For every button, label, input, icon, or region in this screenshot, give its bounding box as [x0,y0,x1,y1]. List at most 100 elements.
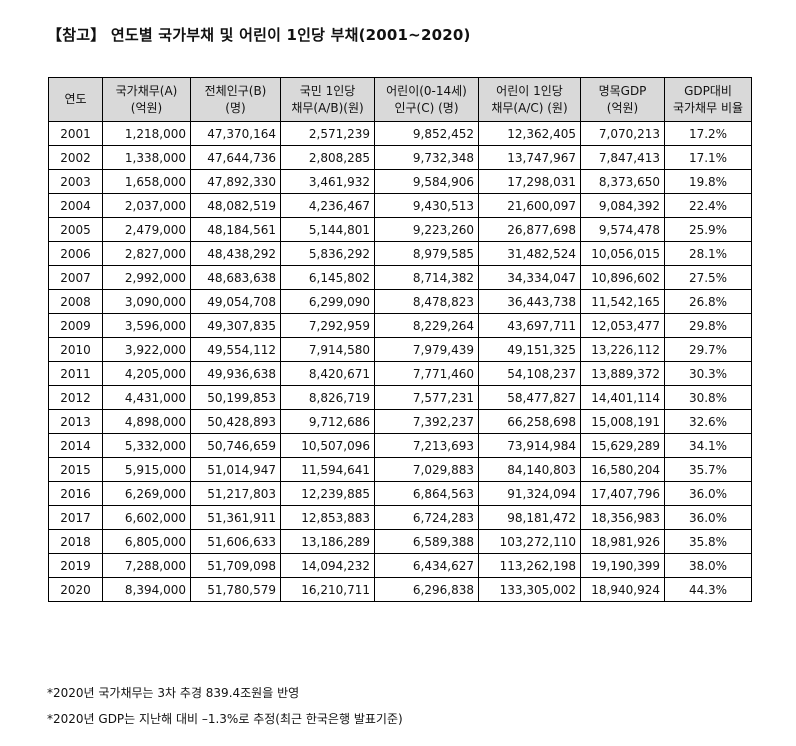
cell-debt-per-capita: 12,239,885 [280,481,375,506]
cell-debt-per-capita: 2,808,285 [280,145,375,170]
table-row: 2020 8,394,000 51,780,579 16,210,711 6,296,8… [48,577,752,602]
cell-national-debt: 2,037,000 [102,193,191,218]
cell-debt-to-gdp-ratio: 30.8% [664,385,752,410]
cell-national-debt: 5,915,000 [102,457,191,482]
cell-national-debt: 3,596,000 [102,313,191,338]
cell-total-population: 47,644,736 [190,145,281,170]
cell-total-population: 51,014,947 [190,457,281,482]
cell-national-debt: 4,898,000 [102,409,191,434]
cell-year: 2003 [48,169,103,194]
column-header-line2: 인구(C) (명) [394,100,459,115]
footnote-gdp: *2020년 GDP는 지난해 대비 –1.3%로 추정(최근 한국은행 발표기… [47,712,403,726]
cell-total-population: 50,746,659 [190,433,281,458]
cell-debt-per-child: 43,697,711 [478,313,581,338]
cell-debt-to-gdp-ratio: 19.8% [664,169,752,194]
cell-debt-per-capita: 6,299,090 [280,289,375,314]
table-row: 2005 2,479,000 48,184,561 5,144,801 9,223,26… [48,217,752,242]
cell-total-population: 48,082,519 [190,193,281,218]
table-row: 2014 5,332,000 50,746,659 10,507,096 7,213,6… [48,433,752,458]
table-row: 2006 2,827,000 48,438,292 5,836,292 8,979,58… [48,241,752,266]
cell-debt-per-child: 26,877,698 [478,217,581,242]
cell-child-population: 6,724,283 [374,505,479,530]
cell-national-debt: 8,394,000 [102,577,191,602]
page-title: 【참고】 연도별 국가부채 및 어린이 1인당 부채(2001~2020) [47,26,471,44]
cell-nominal-gdp: 15,629,289 [580,433,665,458]
cell-debt-per-child: 133,305,002 [478,577,581,602]
table-row: 2001 1,218,000 47,370,164 2,571,239 9,852,45… [48,121,752,146]
cell-debt-to-gdp-ratio: 22.4% [664,193,752,218]
cell-debt-per-capita: 5,836,292 [280,241,375,266]
cell-national-debt: 7,288,000 [102,553,191,578]
cell-year: 2019 [48,553,103,578]
cell-debt-per-capita: 4,236,467 [280,193,375,218]
table-row: 2002 1,338,000 47,644,736 2,808,285 9,732,34… [48,145,752,170]
column-header: 전체인구(B) (명) [190,77,281,122]
cell-debt-per-capita: 14,094,232 [280,553,375,578]
cell-nominal-gdp: 10,896,602 [580,265,665,290]
cell-debt-to-gdp-ratio: 27.5% [664,265,752,290]
cell-year: 2013 [48,409,103,434]
cell-debt-to-gdp-ratio: 36.0% [664,505,752,530]
table-row: 2012 4,431,000 50,199,853 8,826,719 7,577,23… [48,385,752,410]
cell-debt-per-capita: 6,145,802 [280,265,375,290]
cell-child-population: 7,979,439 [374,337,479,362]
cell-debt-to-gdp-ratio: 35.7% [664,457,752,482]
table-row: 2008 3,090,000 49,054,708 6,299,090 8,478,82… [48,289,752,314]
cell-debt-to-gdp-ratio: 25.9% [664,217,752,242]
cell-debt-to-gdp-ratio: 26.8% [664,289,752,314]
cell-child-population: 9,732,348 [374,145,479,170]
cell-debt-to-gdp-ratio: 36.0% [664,481,752,506]
cell-debt-to-gdp-ratio: 30.3% [664,361,752,386]
cell-national-debt: 6,805,000 [102,529,191,554]
cell-total-population: 49,554,112 [190,337,281,362]
cell-debt-per-capita: 16,210,711 [280,577,375,602]
cell-debt-per-child: 113,262,198 [478,553,581,578]
cell-debt-to-gdp-ratio: 32.6% [664,409,752,434]
cell-debt-per-child: 31,482,524 [478,241,581,266]
table-row: 2003 1,658,000 47,892,330 3,461,932 9,584,90… [48,169,752,194]
column-header-line2: 채무(A/C) (원) [491,100,568,115]
cell-nominal-gdp: 9,084,392 [580,193,665,218]
cell-child-population: 9,223,260 [374,217,479,242]
cell-debt-to-gdp-ratio: 29.7% [664,337,752,362]
cell-total-population: 51,361,911 [190,505,281,530]
cell-debt-per-child: 36,443,738 [478,289,581,314]
column-header: 어린이 1인당 채무(A/C) (원) [478,77,581,122]
cell-child-population: 8,478,823 [374,289,479,314]
column-header: 명목GDP (억원) [580,77,665,122]
debt-table: 연도 국가채무(A) (억원) 전체인구(B) (명) 국민 1인당 채무(A/B)(원) 어… [48,77,752,602]
cell-debt-per-child: 103,272,110 [478,529,581,554]
column-header-line2: (억원) [130,100,163,115]
footnote-debt: *2020년 국가채무는 3차 추경 839.4조원을 반영 [47,686,300,700]
cell-year: 2009 [48,313,103,338]
cell-child-population: 7,771,460 [374,361,479,386]
cell-year: 2015 [48,457,103,482]
cell-national-debt: 1,658,000 [102,169,191,194]
cell-child-population: 7,577,231 [374,385,479,410]
cell-total-population: 50,428,893 [190,409,281,434]
column-header-line1: 어린이(0-14세) [386,83,467,98]
cell-nominal-gdp: 11,542,165 [580,289,665,314]
cell-national-debt: 2,479,000 [102,217,191,242]
cell-total-population: 48,438,292 [190,241,281,266]
cell-child-population: 6,296,838 [374,577,479,602]
cell-national-debt: 1,218,000 [102,121,191,146]
column-header: 어린이(0-14세) 인구(C) (명) [374,77,479,122]
cell-debt-per-child: 73,914,984 [478,433,581,458]
cell-debt-per-capita: 7,292,959 [280,313,375,338]
cell-debt-per-capita: 9,712,686 [280,409,375,434]
cell-national-debt: 2,827,000 [102,241,191,266]
cell-child-population: 9,852,452 [374,121,479,146]
cell-debt-per-child: 21,600,097 [478,193,581,218]
cell-nominal-gdp: 18,940,924 [580,577,665,602]
cell-debt-per-capita: 8,420,671 [280,361,375,386]
column-header-line2: 국가채무 비율 [672,100,744,115]
cell-nominal-gdp: 18,981,926 [580,529,665,554]
cell-total-population: 49,054,708 [190,289,281,314]
cell-total-population: 48,683,638 [190,265,281,290]
cell-child-population: 6,589,388 [374,529,479,554]
cell-national-debt: 3,922,000 [102,337,191,362]
cell-national-debt: 6,602,000 [102,505,191,530]
table-row: 2007 2,992,000 48,683,638 6,145,802 8,714,38… [48,265,752,290]
cell-nominal-gdp: 8,373,650 [580,169,665,194]
